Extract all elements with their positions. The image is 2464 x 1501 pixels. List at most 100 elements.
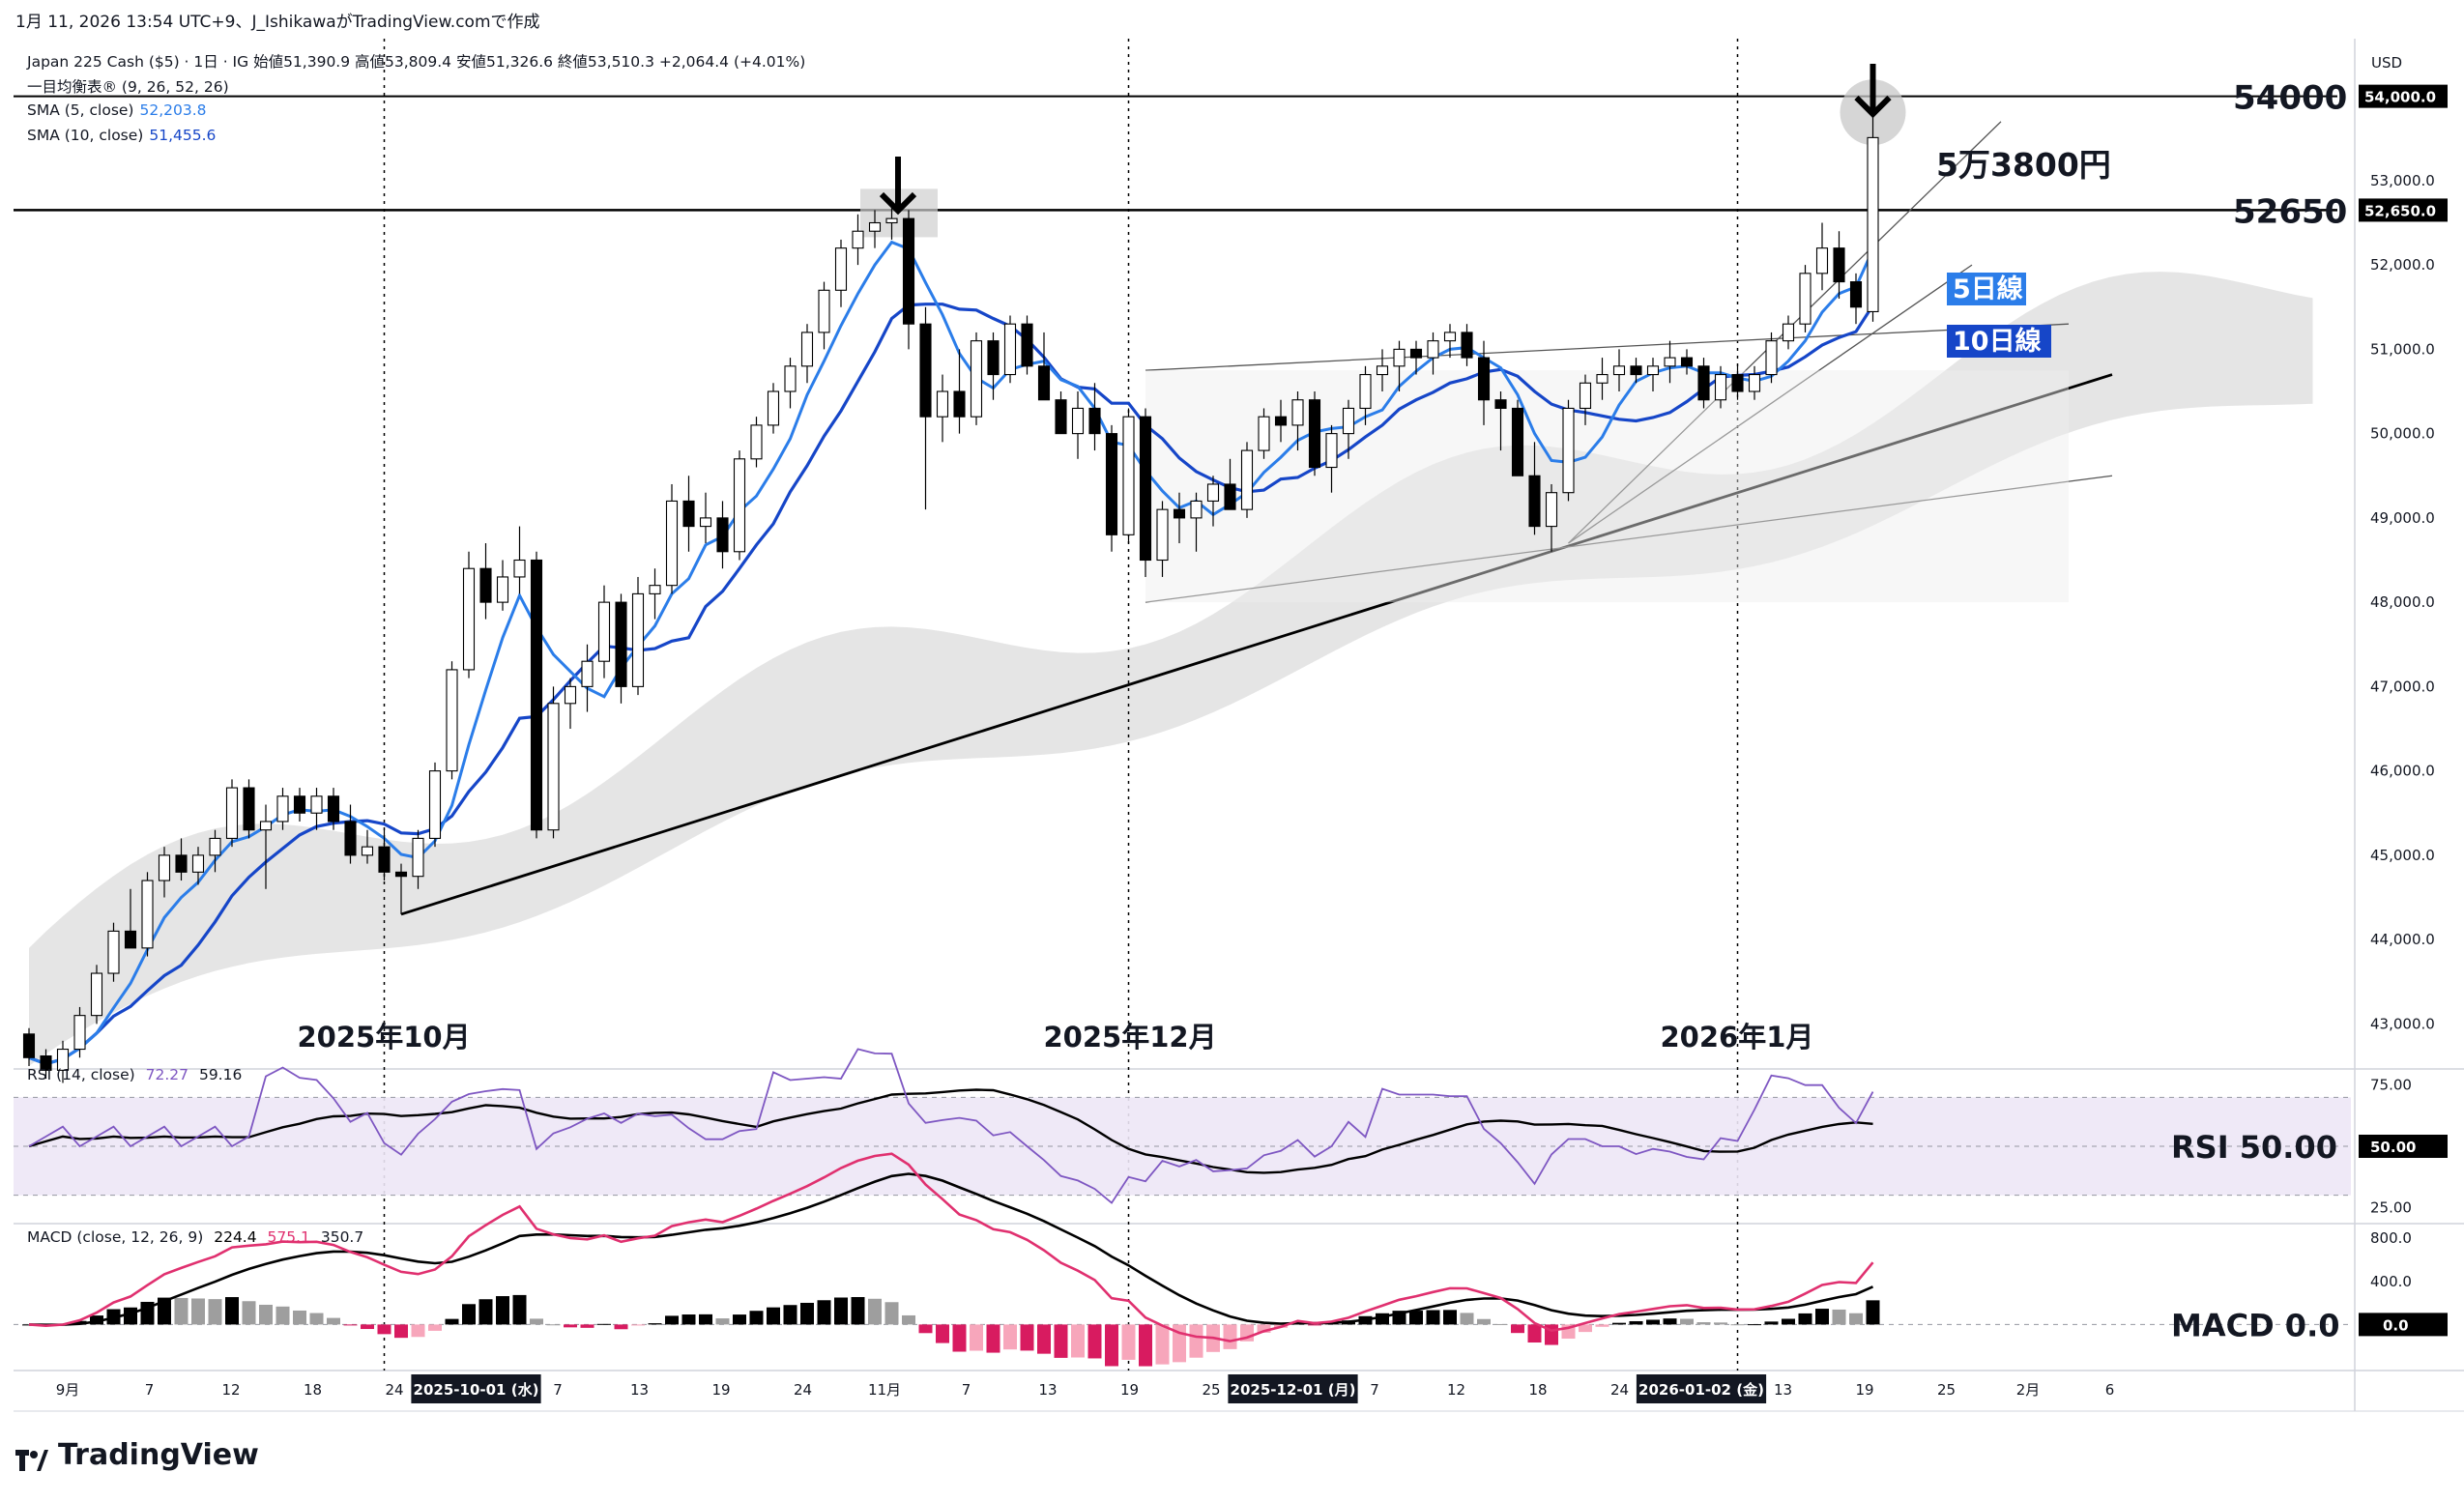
macd-histogram-bar: [868, 1298, 882, 1325]
macd-price-label-box: [2359, 1313, 2448, 1337]
candle-body: [191, 854, 205, 873]
candle-body: [412, 837, 424, 878]
macd-histogram-bar: [1663, 1318, 1677, 1325]
candle-body: [496, 576, 509, 603]
symbol-legend[interactable]: Japan 225 Cash ($5) · 1日 · IG 始値51,390.9…: [27, 53, 806, 71]
rsi-line: [28, 1048, 1874, 1204]
macd-line-legend-value: 575.1: [267, 1228, 310, 1246]
macd-histogram-bar: [1579, 1324, 1592, 1333]
macd-signal-legend-value: 350.7: [320, 1228, 364, 1246]
macd-histogram-bar: [445, 1318, 459, 1325]
date-marker-box: [411, 1374, 541, 1403]
time-axis-tick: 19: [711, 1381, 730, 1399]
candle-body: [1088, 407, 1101, 435]
macd-histogram-bar: [1595, 1324, 1609, 1327]
sma10-legend[interactable]: SMA (10, close) 51,455.6: [27, 127, 216, 144]
macd-histogram-bar: [884, 1302, 899, 1325]
tradingview-logo[interactable]: TradingView: [15, 1438, 259, 1472]
macd-hist-legend-value: 224.4: [214, 1228, 257, 1246]
macd-histogram-bar: [1730, 1324, 1745, 1326]
macd-histogram-bar: [851, 1297, 865, 1325]
candle-body: [1579, 382, 1592, 409]
macd-histogram-bar: [681, 1314, 696, 1325]
candle-body: [581, 660, 594, 687]
rsi-ma-line: [28, 1088, 1873, 1174]
macd-histogram-bar: [1782, 1318, 1795, 1325]
candle-body: [1240, 449, 1254, 510]
price-label-box: [2359, 84, 2448, 108]
candle-body: [818, 289, 830, 333]
macd-legend[interactable]: MACD (close, 12, 26, 9) 224.4 575.1 350.…: [27, 1228, 363, 1246]
macd-histogram-bar: [767, 1307, 780, 1325]
candle-body: [1308, 399, 1321, 469]
macd-histogram-bar: [1680, 1318, 1694, 1325]
sma5-tag: 5日線: [1953, 274, 2023, 304]
date-marker-box: [1228, 1374, 1358, 1403]
time-axis-tick: 13: [630, 1381, 649, 1399]
macd-histogram-bar: [377, 1324, 391, 1335]
sma10-legend-label: SMA (10, close): [27, 127, 144, 144]
macd-histogram-bar: [1155, 1324, 1170, 1365]
sma10-legend-value: 51,455.6: [149, 127, 217, 144]
candle-body: [361, 846, 374, 856]
candle-body: [225, 787, 239, 839]
time-axis-tick: 12: [1447, 1381, 1465, 1399]
candle-body: [1664, 357, 1676, 367]
candle-body: [1528, 475, 1541, 528]
candle-body: [1849, 281, 1863, 308]
time-axis-tick: 24: [794, 1381, 812, 1399]
sma5-legend[interactable]: SMA (5, close) 52,203.8: [27, 101, 207, 119]
macd-histogram-bar: [902, 1314, 915, 1325]
candle-body: [970, 340, 983, 418]
price-label-box: [2359, 198, 2448, 222]
month-label: 2025年10月: [298, 1021, 471, 1054]
time-axis-tick: 7: [1370, 1381, 1379, 1399]
time-axis-date-label: 2025-10-01 (水): [414, 1381, 539, 1399]
macd-histogram-bar: [1020, 1324, 1034, 1351]
long-trendline: [400, 373, 2113, 916]
macd-histogram-bar: [1714, 1322, 1727, 1325]
macd-histogram-bar: [1696, 1322, 1711, 1325]
candle-body: [1224, 483, 1236, 510]
candle-body: [1630, 365, 1642, 376]
macd-legend-title: MACD (close, 12, 26, 9): [27, 1228, 204, 1246]
macd-histogram-bar: [191, 1298, 205, 1325]
rsi-annotation: RSI 50.00: [2171, 1129, 2337, 1166]
candle-body: [631, 592, 645, 687]
candle-body: [1443, 332, 1457, 342]
macd-histogram-bar: [208, 1299, 222, 1325]
candle-body: [259, 821, 273, 831]
candle-body: [902, 217, 915, 325]
candle-body: [868, 221, 882, 232]
macd-histogram-bar: [1527, 1324, 1542, 1343]
channel-lower-line: [1145, 475, 2113, 603]
macd-histogram-bar: [1798, 1313, 1812, 1325]
candle-body: [1477, 357, 1491, 401]
candle-body: [649, 585, 661, 594]
candle-body: [953, 390, 966, 418]
candle-body: [209, 837, 221, 856]
attribution-header: 1月 11, 2026 13:54 UTC+9、J_IshikawaがTradi…: [15, 13, 540, 32]
macd-histogram-bar: [174, 1297, 188, 1325]
macd-histogram-bar: [1376, 1313, 1389, 1325]
macd-histogram-bar: [275, 1306, 290, 1325]
macd-histogram-bar: [259, 1304, 273, 1325]
ichimoku-legend[interactable]: 一目均衡表® (9, 26, 52, 26): [27, 78, 229, 96]
candle-body: [1833, 247, 1845, 283]
time-axis-tick: 13: [1774, 1381, 1792, 1399]
rsi-legend[interactable]: RSI (14, close) 72.27 59.16: [27, 1066, 242, 1083]
candle-body: [597, 601, 611, 662]
macd-histogram-bar: [1849, 1313, 1863, 1325]
candle-body: [1376, 365, 1389, 376]
macd-annotation: MACD 0.0: [2171, 1307, 2339, 1343]
candle-body: [682, 500, 695, 528]
candle-body: [344, 821, 357, 856]
candle-body: [56, 1049, 70, 1071]
candle-body: [141, 880, 154, 949]
candle-body: [90, 972, 103, 1017]
price-axis-tick: 47,000.0: [2370, 678, 2435, 695]
candle-body: [394, 871, 408, 878]
time-axis-tick: 7: [145, 1381, 155, 1399]
candle-body: [243, 787, 255, 831]
